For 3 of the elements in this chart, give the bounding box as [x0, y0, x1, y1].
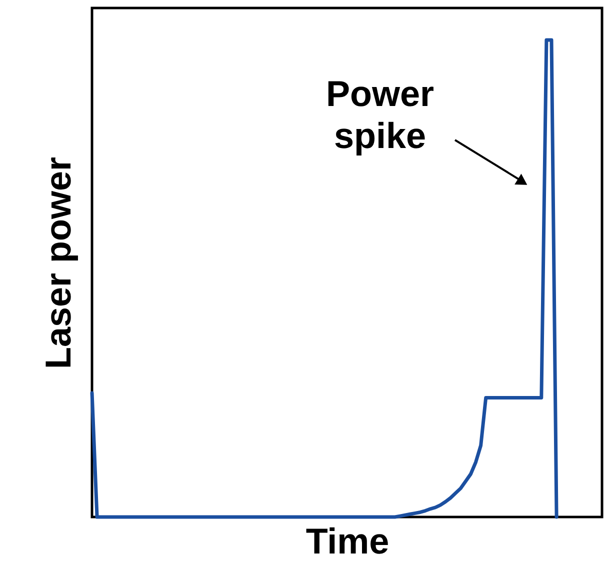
y-axis-title: Laser power	[38, 156, 78, 370]
x-axis-title: Time	[306, 520, 390, 562]
annotation: Power spike	[326, 73, 434, 156]
